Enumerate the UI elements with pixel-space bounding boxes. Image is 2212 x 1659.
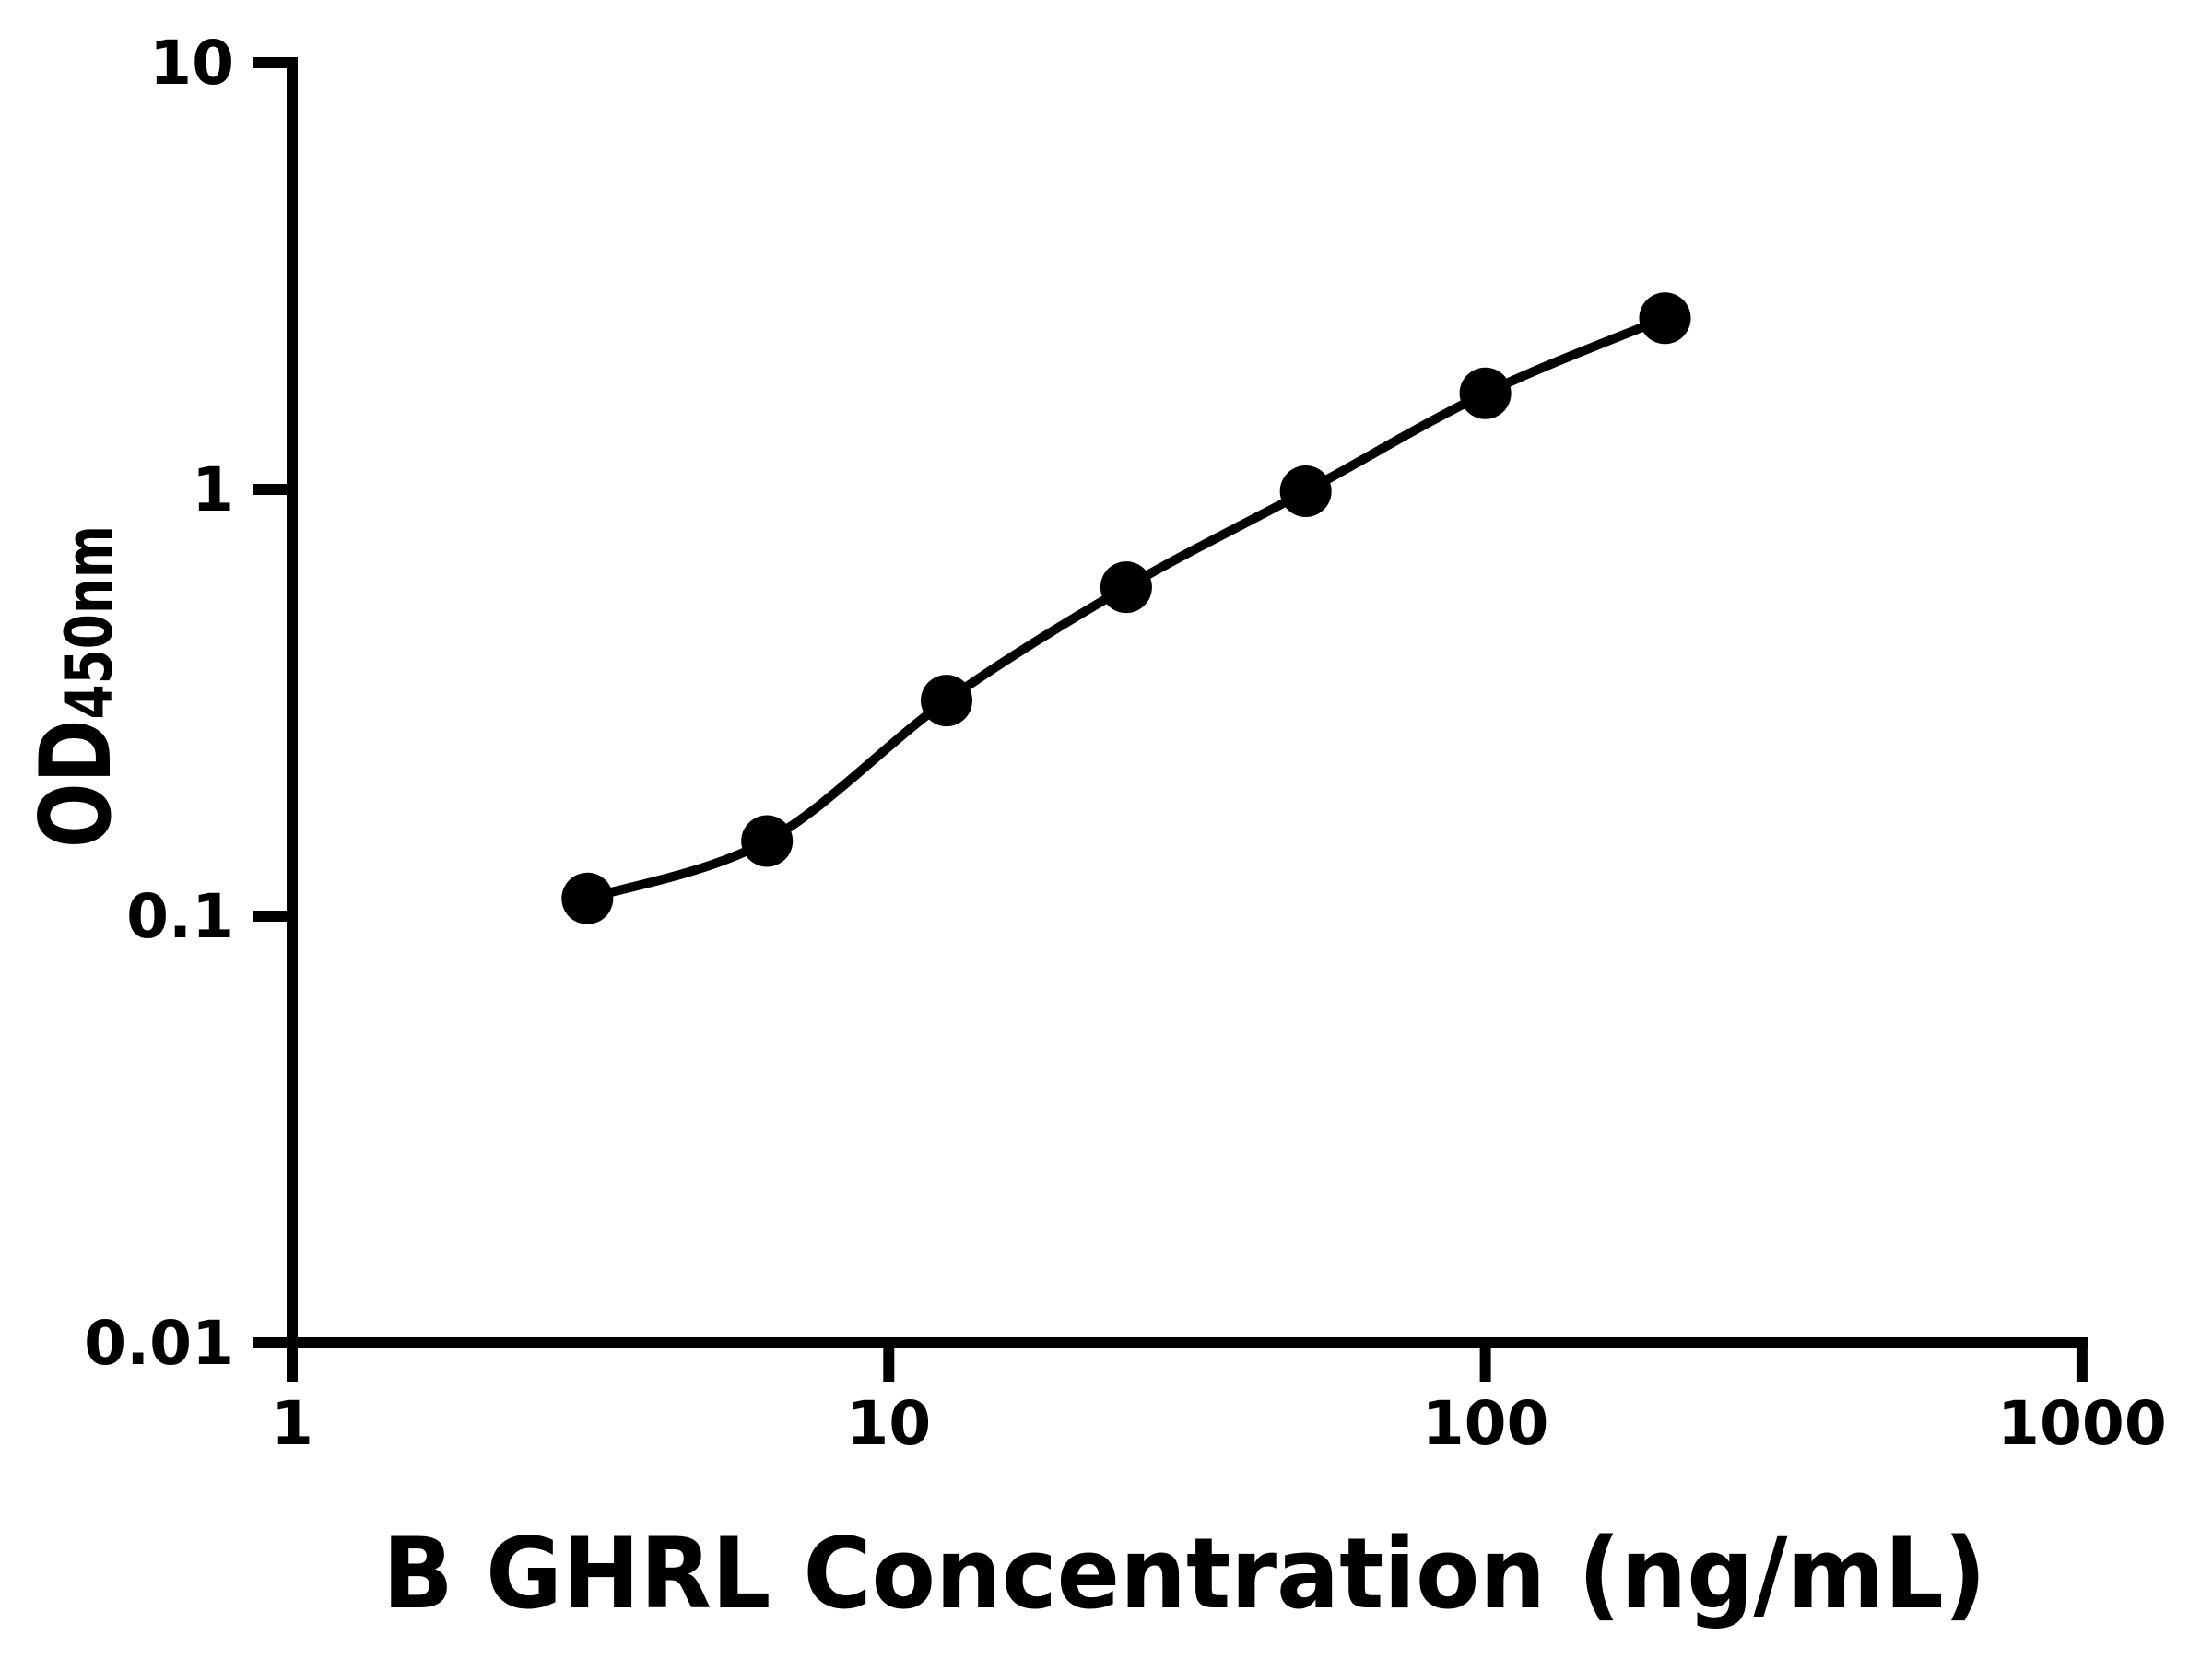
- y-tick-label: 10: [149, 28, 234, 99]
- y-tick-label: 0.01: [84, 1308, 234, 1379]
- data-points: [561, 292, 1691, 924]
- x-tick-label: 1000: [1997, 1388, 2167, 1459]
- x-tick-label: 100: [1422, 1388, 1549, 1459]
- y-axis-title-main: OD: [19, 720, 133, 848]
- axes: [287, 57, 2088, 1348]
- data-point: [1279, 465, 1332, 517]
- data-point: [561, 872, 614, 924]
- data-point: [741, 815, 794, 867]
- y-axis-tick-labels: 10 1 0.1 0.01: [84, 28, 234, 1379]
- x-axis-tick-labels: 1 10 100 1000: [271, 1388, 2167, 1459]
- y-tick-label: 1: [192, 454, 234, 525]
- y-tick-label: 0.1: [126, 881, 234, 952]
- y-axis-title: OD450nm: [19, 525, 133, 848]
- data-point: [1100, 561, 1152, 614]
- data-point: [921, 675, 972, 727]
- data-point: [1459, 367, 1512, 419]
- x-tick-label: 10: [846, 1388, 931, 1459]
- y-axis-ticks: [253, 57, 292, 1348]
- y-axis-title-sub: 450nm: [52, 525, 127, 720]
- data-point: [1639, 292, 1691, 345]
- x-axis-title: B GHRL Concentration (ng/mL): [382, 1517, 1986, 1630]
- x-axis-ticks: [287, 1343, 2088, 1382]
- x-tick-label: 1: [271, 1388, 313, 1459]
